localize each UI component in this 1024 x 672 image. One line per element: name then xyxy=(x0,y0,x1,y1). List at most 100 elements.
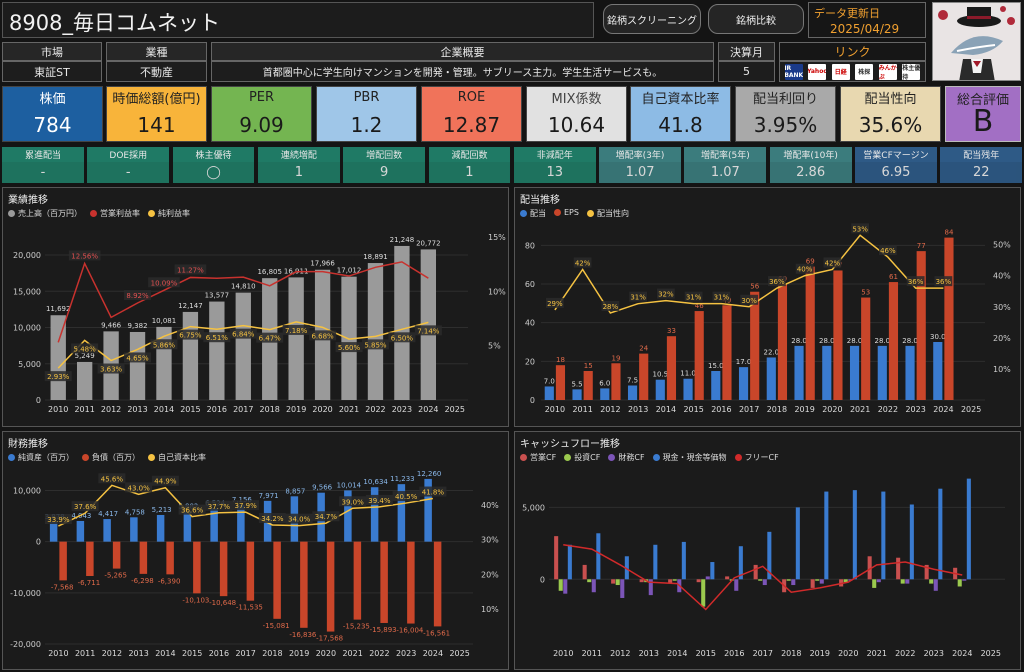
equity-ratio-label-bg xyxy=(125,482,153,493)
legend-item[interactable]: 純利益率 xyxy=(148,208,190,219)
eps-bar xyxy=(722,305,732,400)
dividend-chart-panel: 配当推移 配当 EPS 配当性向 0 20 40 60 80 10% 20% 30% 40% 50% 2… xyxy=(514,187,1021,427)
x-tick-label: 2014 xyxy=(667,649,687,658)
net-margin-label-bg xyxy=(124,352,152,363)
nikkei-link-icon[interactable]: 日経 xyxy=(831,63,850,80)
payout-ratio-label: 36% xyxy=(936,278,952,286)
legend-item[interactable]: 売上高（百万円） xyxy=(8,208,82,219)
metric-value: 3.95% xyxy=(753,113,818,137)
dividend-bar-label: 28.0 xyxy=(847,337,863,345)
dividend-bar xyxy=(849,345,860,400)
payout-ratio-label: 28% xyxy=(603,303,619,311)
equity-bar-label: 4,417 xyxy=(98,510,118,518)
compare-button[interactable]: 銘柄比較 xyxy=(708,4,804,34)
finance-chart-legend: 純資産（百万） 負債（百万） 自己資本比率 xyxy=(8,452,206,463)
irbank-link-icon[interactable]: IR BANK xyxy=(784,63,803,80)
legend-item[interactable]: 営業CF xyxy=(520,452,556,463)
net-margin-label-bg xyxy=(176,329,204,340)
equity-ratio-label-bg xyxy=(98,473,126,484)
eps-bar xyxy=(639,353,649,400)
legend-item[interactable]: 配当 xyxy=(520,208,546,219)
legend-item[interactable]: 現金・現金等価物 xyxy=(652,452,727,463)
payout-ratio-label-bg xyxy=(601,301,620,311)
y2-tick-label: 30% xyxy=(481,536,499,545)
update-date-value: 2025/04/29 xyxy=(830,22,900,36)
x-tick-label: 2024 xyxy=(423,649,443,658)
legend-label: 売上高（百万円） xyxy=(18,209,82,218)
dividend-chart: 0 20 40 60 80 10% 20% 30% 40% 50% 2010 2011 2012 2013… xyxy=(525,223,1011,414)
legend-swatch xyxy=(148,210,155,217)
x-tick-label: 2021 xyxy=(867,649,887,658)
dividend-stat-label: 営業CFマージン xyxy=(855,147,937,162)
legend-label: 純利益率 xyxy=(158,209,190,218)
equity-ratio-label: 45.6% xyxy=(101,475,124,483)
kabutan-link-icon[interactable]: 株探 xyxy=(855,63,874,80)
y-tick-label: 5,000 xyxy=(522,503,545,512)
screening-button[interactable]: 銘柄スクリーニング xyxy=(603,4,701,34)
legend-item[interactable]: EPS xyxy=(554,208,579,219)
equity-ratio-label-bg xyxy=(232,500,260,511)
x-tick-label: 2023 xyxy=(905,405,925,414)
revenue-bar xyxy=(76,361,93,400)
equity-ratio-label: 41.8% xyxy=(422,489,445,497)
cash-bar xyxy=(767,531,772,580)
dividend-bar xyxy=(933,342,943,400)
liability-bar xyxy=(273,541,281,619)
y2-tick-label: 5% xyxy=(488,342,501,351)
free-cf-line xyxy=(563,544,963,611)
liability-bar xyxy=(166,541,174,575)
payout-ratio-label-bg xyxy=(906,276,925,287)
dividend-bar xyxy=(905,345,915,400)
y-tick-label: 40 xyxy=(525,319,535,328)
payout-ratio-label: 36% xyxy=(769,278,785,286)
revenue-bar-label: 17,966 xyxy=(310,260,335,268)
cash-bar xyxy=(938,488,943,580)
metric-tile: 配当性向 35.6% xyxy=(840,86,941,142)
operating-cf-bar xyxy=(668,579,673,584)
minkabu-link-icon[interactable]: みんかぶ xyxy=(878,63,897,80)
dividend-stat-label: 連続増配 xyxy=(257,147,340,162)
legend-item[interactable]: 配当性向 xyxy=(586,208,629,219)
legend-label: 営業利益率 xyxy=(100,209,140,218)
legend-swatch xyxy=(554,209,561,216)
legend-label: 配当性向 xyxy=(596,209,629,218)
legend-item[interactable]: 投資CF xyxy=(564,452,600,463)
equity-bar xyxy=(370,487,379,542)
legend-item[interactable]: 純資産（百万） xyxy=(8,452,74,463)
legend-item[interactable]: フリーCF xyxy=(734,452,779,463)
equity-ratio-label-bg xyxy=(258,512,286,523)
eps-bar-label: 84 xyxy=(944,229,953,237)
legend-item[interactable]: 営業利益率 xyxy=(90,208,140,219)
liability-bar-label: -16,836 xyxy=(289,631,317,639)
revenue-bar xyxy=(209,301,225,400)
equity-bar-label: 7,971 xyxy=(259,492,279,500)
eps-bar xyxy=(694,311,704,400)
y2-tick-label: 50% xyxy=(993,241,1011,250)
liability-bar xyxy=(246,541,255,601)
x-tick-label: 2019 xyxy=(286,405,306,414)
cash-bar xyxy=(795,507,800,580)
net-margin-label: 7.14% xyxy=(417,327,440,335)
equity-bar-label: 12,260 xyxy=(417,470,442,478)
yahoo-link-icon[interactable]: Yahoo xyxy=(808,63,827,80)
legend-item[interactable]: 負債（百万） xyxy=(82,452,140,463)
liability-bar xyxy=(112,541,121,569)
yutai-link-icon[interactable]: 株主優待 xyxy=(902,63,921,80)
legend-item[interactable]: 財務CF xyxy=(608,452,645,463)
x-tick-label: 2013 xyxy=(128,649,148,658)
x-tick-label: 2016 xyxy=(711,405,731,414)
operating-cf-bar xyxy=(867,556,872,580)
investing-cf-bar xyxy=(900,579,905,584)
dividend-bar xyxy=(572,389,582,400)
dividend-stat-value: 6.95 xyxy=(855,162,937,183)
legend-item[interactable]: 自己資本比率 xyxy=(148,452,206,463)
eps-bar-label: 61 xyxy=(889,273,898,281)
cash-bar xyxy=(596,533,601,580)
x-tick-label: 2019 xyxy=(810,649,830,658)
net-margin-label: 5.60% xyxy=(338,344,361,352)
dividend-bar-label: 28.0 xyxy=(819,337,835,345)
payout-ratio-label: 36% xyxy=(908,278,924,286)
dividend-bar xyxy=(766,357,776,400)
equity-bar xyxy=(397,484,406,542)
legend-label: 純資産（百万） xyxy=(18,453,74,462)
